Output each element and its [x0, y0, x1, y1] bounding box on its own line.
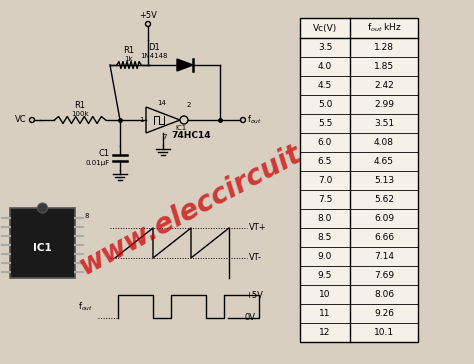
- Text: 2.99: 2.99: [374, 100, 394, 109]
- Text: 9.0: 9.0: [318, 252, 332, 261]
- Text: Vc(V): Vc(V): [313, 24, 337, 32]
- Text: 8.5: 8.5: [318, 233, 332, 242]
- Text: +5V: +5V: [245, 290, 263, 300]
- Text: 5.0: 5.0: [318, 100, 332, 109]
- Text: 1N4148: 1N4148: [140, 53, 168, 59]
- Text: 1.85: 1.85: [374, 62, 394, 71]
- Text: 4.5: 4.5: [318, 81, 332, 90]
- Text: 8.0: 8.0: [318, 214, 332, 223]
- Text: f$_{out}$: f$_{out}$: [78, 300, 93, 313]
- Text: VT-: VT-: [249, 253, 262, 262]
- Text: 10: 10: [319, 290, 331, 299]
- Text: +5V: +5V: [139, 11, 157, 20]
- Text: 1k: 1k: [125, 56, 133, 62]
- Text: 4.65: 4.65: [374, 157, 394, 166]
- Text: 9.26: 9.26: [374, 309, 394, 318]
- Circle shape: [37, 203, 47, 213]
- Text: www.eleccircuit: www.eleccircuit: [74, 139, 306, 281]
- Text: R1: R1: [74, 101, 86, 110]
- Text: C1: C1: [99, 149, 110, 158]
- Text: 1.28: 1.28: [374, 43, 394, 52]
- Text: 7.5: 7.5: [318, 195, 332, 204]
- Text: 5.5: 5.5: [318, 119, 332, 128]
- Text: 8.06: 8.06: [374, 290, 394, 299]
- Text: VC: VC: [15, 115, 27, 124]
- Text: 6.5: 6.5: [318, 157, 332, 166]
- Text: 6.66: 6.66: [374, 233, 394, 242]
- Text: 12: 12: [319, 328, 331, 337]
- Text: D1: D1: [148, 43, 160, 52]
- Text: 7: 7: [163, 134, 167, 140]
- Text: 10.1: 10.1: [374, 328, 394, 337]
- Text: 74HC14: 74HC14: [171, 131, 210, 140]
- Text: 4.08: 4.08: [374, 138, 394, 147]
- Text: 3.51: 3.51: [374, 119, 394, 128]
- Text: 2.42: 2.42: [374, 81, 394, 90]
- Text: 100k: 100k: [71, 111, 89, 117]
- Text: 14: 14: [157, 100, 166, 106]
- Text: 8: 8: [85, 213, 90, 219]
- Text: 1: 1: [139, 117, 144, 123]
- Text: IC1: IC1: [33, 243, 52, 253]
- Text: 7.0: 7.0: [318, 176, 332, 185]
- Bar: [300, 18, 418, 342]
- Text: 4.0: 4.0: [318, 62, 332, 71]
- Text: 9.5: 9.5: [318, 271, 332, 280]
- Text: R1: R1: [123, 46, 135, 55]
- Text: 0.01μF: 0.01μF: [86, 160, 110, 166]
- Text: 2: 2: [187, 102, 191, 108]
- Polygon shape: [177, 59, 193, 71]
- Text: f$_{out}$ kHz: f$_{out}$ kHz: [366, 22, 401, 34]
- Text: 0V: 0V: [245, 313, 256, 323]
- Text: VT+: VT+: [249, 223, 266, 233]
- Text: 11: 11: [319, 309, 331, 318]
- Text: 3.5: 3.5: [318, 43, 332, 52]
- Text: 6.09: 6.09: [374, 214, 394, 223]
- Text: 5.62: 5.62: [374, 195, 394, 204]
- Text: 7.14: 7.14: [374, 252, 394, 261]
- Text: 7.69: 7.69: [374, 271, 394, 280]
- Text: 5.13: 5.13: [374, 176, 394, 185]
- Bar: [10, 208, 75, 278]
- Text: f$_{out}$: f$_{out}$: [247, 114, 262, 126]
- Text: IC1: IC1: [175, 125, 186, 131]
- Text: 6.0: 6.0: [318, 138, 332, 147]
